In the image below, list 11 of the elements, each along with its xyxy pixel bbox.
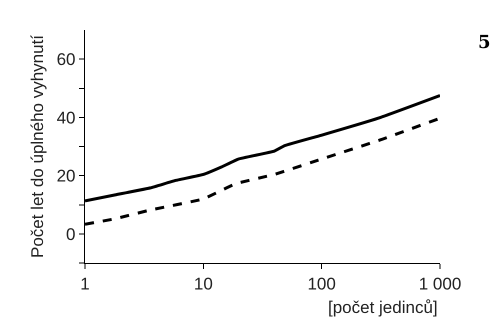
text: 5 [478, 32, 491, 53]
y-tick-label: 60 [56, 50, 76, 70]
x-axis-title: [počet jedinců] [328, 298, 438, 317]
x-tick-label: 1 [80, 274, 90, 294]
y-axis-title: Počet let do úplného vyhynutí [28, 34, 48, 258]
x-tick-label: 100 [307, 274, 336, 294]
x-tick-label: 1 000 [418, 274, 462, 294]
y-tick-label: 20 [56, 166, 76, 186]
y-tick-label: 40 [56, 108, 76, 128]
x-tick-label: 10 [194, 274, 213, 294]
y-tick-label: 0 [66, 224, 76, 244]
